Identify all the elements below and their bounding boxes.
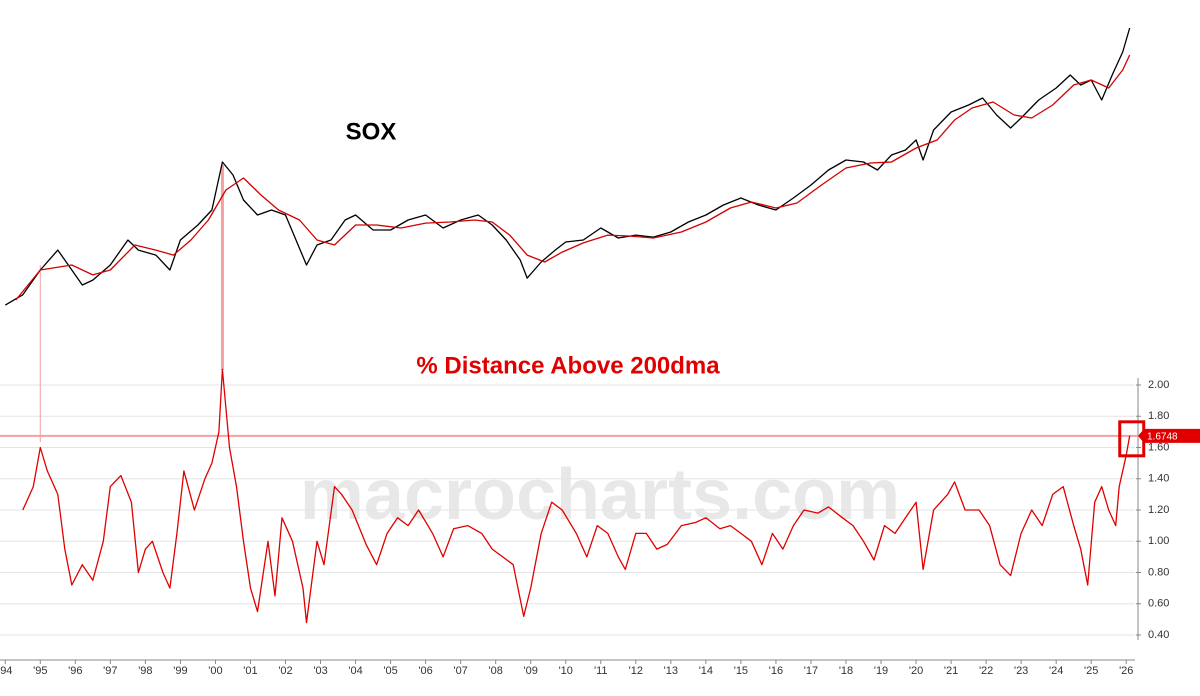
x-tick-label: '18 [839, 665, 853, 677]
x-tick-label: '00 [208, 665, 222, 677]
series-line [4, 27, 1131, 306]
x-tick-label: '24 [1049, 665, 1063, 677]
y-tick-label: 1.20 [1148, 504, 1169, 516]
x-tick-label: '16 [769, 665, 783, 677]
x-tick-label: '01 [243, 665, 257, 677]
x-tick-label: '26 [1119, 665, 1133, 677]
x-tick-label: '94 [0, 665, 12, 677]
x-tick-label: '02 [278, 665, 292, 677]
x-tick-label: '13 [664, 665, 678, 677]
y-tick-label: 0.60 [1148, 598, 1169, 610]
x-tick-label: '08 [489, 665, 503, 677]
y-tick-label: 1.00 [1148, 535, 1169, 547]
watermark: macrocharts.com [300, 455, 900, 535]
x-tick-label: '99 [173, 665, 187, 677]
series-line [22, 368, 1131, 624]
x-tick-label: '07 [453, 665, 467, 677]
x-tick-label: '12 [629, 665, 643, 677]
x-tick-label: '17 [804, 665, 818, 677]
series-line [15, 54, 1131, 301]
y-tick-label: 1.80 [1148, 410, 1169, 422]
x-tick-label: '98 [138, 665, 152, 677]
y-tick-label: 0.40 [1148, 629, 1169, 641]
x-tick-label: '96 [68, 665, 82, 677]
x-tick-label: '11 [594, 665, 608, 677]
x-tick-label: '09 [524, 665, 538, 677]
x-tick-label: '21 [944, 665, 958, 677]
x-tick-label: '23 [1014, 665, 1028, 677]
x-tick-label: '05 [383, 665, 397, 677]
x-tick-label: '97 [103, 665, 117, 677]
x-tick-label: '95 [33, 665, 47, 677]
x-tick-label: '25 [1084, 665, 1098, 677]
x-tick-label: '04 [348, 665, 362, 677]
chart-title: SOX [346, 118, 397, 145]
highlight-box [1118, 420, 1146, 458]
y-tick-label: 2.00 [1148, 379, 1169, 391]
x-tick-label: '22 [979, 665, 993, 677]
x-tick-label: '10 [559, 665, 573, 677]
y-tick-label: 0.80 [1148, 566, 1169, 578]
last-value-tag [1138, 428, 1200, 443]
y-tick-label: 1.40 [1148, 473, 1169, 485]
chart-title: % Distance Above 200dma [416, 352, 720, 379]
last-value-label: 1.6748 [1147, 431, 1178, 442]
y-tick-label: 1.60 [1148, 441, 1169, 453]
x-tick-label: '03 [313, 665, 327, 677]
x-tick-label: '14 [699, 665, 713, 677]
x-tick-label: '20 [909, 665, 923, 677]
x-tick-label: '15 [734, 665, 748, 677]
x-tick-label: '19 [874, 665, 888, 677]
x-tick-label: '06 [418, 665, 432, 677]
